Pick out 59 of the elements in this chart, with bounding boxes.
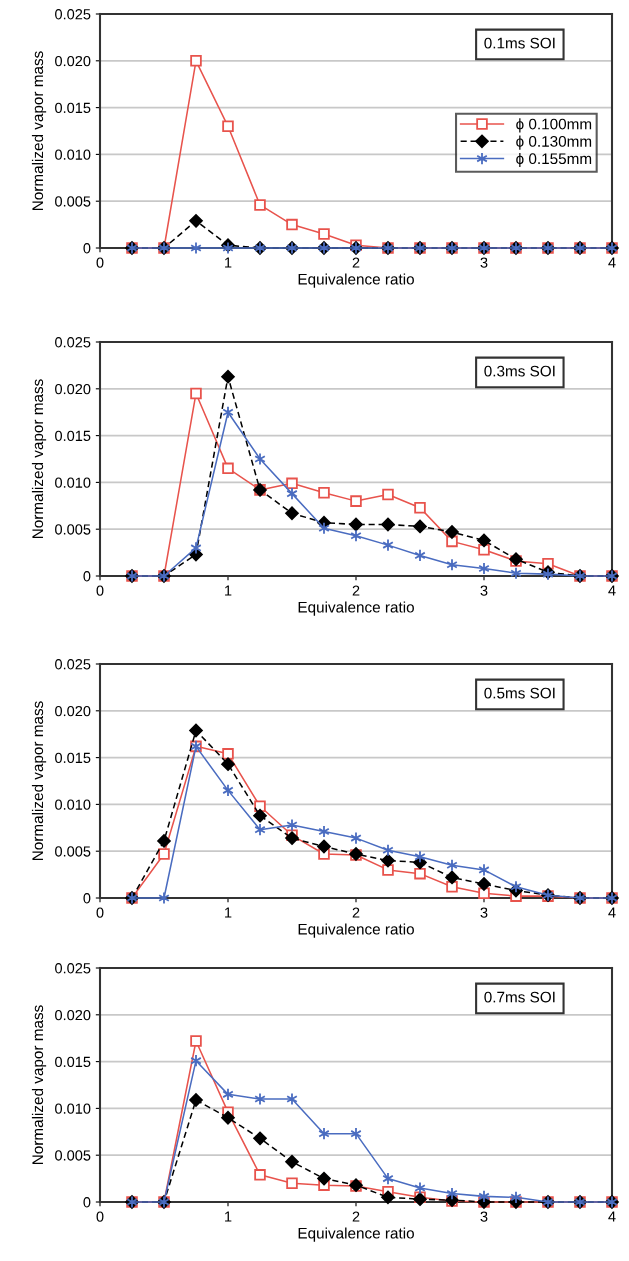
x-tick-label: 4 — [608, 907, 616, 918]
legend-label: ϕ 0.155mm — [516, 152, 592, 168]
x-tick-label: 4 — [608, 257, 616, 268]
legend-label: ϕ 0.130mm — [516, 135, 592, 150]
x-tick-label: 0 — [96, 1211, 104, 1222]
y-tick-label: 0.020 — [55, 383, 91, 395]
y-tick-label: 0.005 — [55, 524, 91, 535]
y-tick-label: 0.005 — [55, 846, 91, 857]
y-tick-label: 0.025 — [55, 659, 91, 670]
y-axis-title: Normalized vapor mass — [31, 701, 47, 860]
x-tick-label: 3 — [480, 257, 488, 268]
y-tick-label: 0.015 — [55, 1056, 91, 1068]
x-tick-label: 3 — [480, 907, 488, 918]
x-tick-label: 2 — [352, 907, 360, 918]
y-tick-label: 0 — [83, 243, 91, 254]
x-tick-label: 0 — [96, 907, 104, 918]
y-tick-label: 0.025 — [55, 337, 91, 348]
x-tick-label: 4 — [608, 1211, 616, 1222]
y-tick-label: 0.005 — [55, 1150, 91, 1161]
y-tick-label: 0.010 — [55, 1103, 91, 1114]
y-tick-label: 0.005 — [55, 196, 91, 207]
annotation: 0.3ms SOI — [484, 365, 555, 377]
y-tick-label: 0.015 — [55, 752, 91, 764]
x-tick-label: 3 — [480, 1211, 488, 1222]
y-tick-label: 0.015 — [55, 102, 91, 114]
x-tick-label: 1 — [225, 585, 232, 596]
legend-label: ϕ 0.100mm — [516, 118, 592, 133]
x-tick-label: 1 — [225, 907, 232, 918]
y-tick-label: 0 — [83, 571, 91, 582]
x-tick-label: 0 — [96, 257, 104, 268]
y-tick-label: 0 — [83, 893, 91, 904]
y-tick-label: 0.010 — [55, 477, 91, 488]
y-axis-title: Normalized vapor mass — [31, 51, 47, 210]
annotation: 0.1ms SOI — [484, 37, 555, 49]
y-tick-label: 0.020 — [55, 1009, 91, 1021]
annotation: 0.7ms SOI — [484, 991, 555, 1003]
x-tick-label: 4 — [608, 585, 616, 596]
x-tick-label: 2 — [352, 585, 360, 596]
x-axis-title: Equivalence ratio — [298, 1227, 414, 1242]
y-axis-title: Normalized vapor mass — [31, 379, 47, 538]
y-tick-label: 0.020 — [55, 705, 91, 717]
annotation: 0.5ms SOI — [484, 687, 555, 699]
y-tick-label: 0.010 — [55, 149, 91, 160]
y-tick-label: 0.010 — [55, 799, 91, 810]
x-tick-label: 0 — [96, 585, 104, 596]
y-tick-label: 0.025 — [55, 963, 91, 974]
y-tick-label: 0.025 — [55, 9, 91, 20]
y-tick-label: 0 — [83, 1197, 91, 1208]
x-tick-label: 1 — [225, 257, 232, 268]
x-axis-title: Equivalence ratio — [298, 273, 414, 288]
x-axis-title: Equivalence ratio — [298, 923, 414, 938]
x-tick-label: 1 — [225, 1211, 232, 1222]
y-tick-label: 0.020 — [55, 55, 91, 67]
y-tick-label: 0.015 — [55, 430, 91, 442]
x-tick-label: 2 — [352, 257, 360, 268]
x-tick-label: 2 — [352, 1211, 360, 1222]
y-axis-title: Normalized vapor mass — [31, 1005, 47, 1164]
x-tick-label: 3 — [480, 585, 488, 596]
x-axis-title: Equivalence ratio — [298, 601, 414, 616]
